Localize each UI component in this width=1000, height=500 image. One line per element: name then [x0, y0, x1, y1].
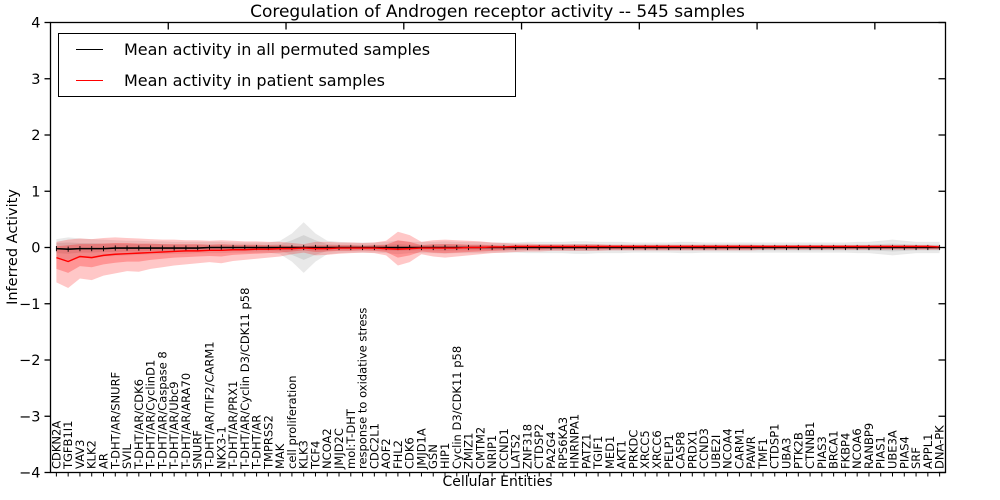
x-tick-label: T-DHT/AR/PRX1 [226, 381, 240, 470]
y-axis-label: Inferred Activity [5, 189, 21, 305]
x-tick-label: CCND1 [497, 428, 511, 469]
x-tick-label: HIP1 [438, 443, 452, 469]
x-tick-label: T-DHT/AR/ARA70 [179, 373, 193, 470]
x-tick-label: UBE2I [709, 435, 723, 469]
x-tick-label: MAK [273, 443, 287, 469]
legend-label-permuted: Mean activity in all permuted samples [124, 40, 431, 60]
x-tick-label: FKBP4 [838, 433, 852, 469]
x-tick-label: BRCA1 [827, 430, 841, 469]
y-tick-label: −2 [19, 353, 40, 369]
x-tick-label: GSN [426, 444, 440, 469]
x-tick-label: T-DHT/AR/CDK6 [132, 379, 146, 470]
x-tick-label: PIAS3 [815, 436, 829, 469]
legend-label-patient: Mean activity in patient samples [124, 70, 385, 90]
x-tick-label: T-DHT/AR/TIF2/CARM1 [202, 341, 216, 470]
x-tick-label: NKX3-1 [214, 426, 228, 469]
x-tick-label: TMF1 [756, 438, 770, 470]
x-tick-label: T-DHT/AR/Cyclin D3/CDK11 p58 [238, 288, 252, 470]
x-tick-label: RANBP9 [862, 423, 876, 469]
y-tick-label: −3 [19, 409, 40, 425]
y-tick-label: 4 [31, 16, 40, 32]
x-tick-label: TCF4 [308, 441, 322, 470]
x-tick-label: RPS6KA3 [556, 417, 570, 469]
y-tick-label: 1 [31, 184, 40, 200]
x-tick-label: Cyclin D3/CDK11 p58 [450, 346, 464, 469]
x-tick-label: CASP8 [674, 432, 688, 469]
x-tick-label: AOF2 [379, 438, 393, 469]
x-tick-label: UBE3A [886, 430, 900, 469]
x-tick-label: PRKDC [626, 430, 640, 469]
x-tick-label: CTNNB1 [803, 422, 817, 469]
y-tick-label: 0 [31, 241, 40, 257]
x-tick-label: SRF [909, 447, 923, 469]
x-tick-label: cell proliferation [285, 375, 299, 469]
y-tick-label: −4 [19, 466, 40, 482]
x-tick-label: CDKN2A [49, 421, 63, 469]
x-tick-label: SNURF [191, 430, 205, 469]
x-tick-label: KLK3 [297, 440, 311, 469]
x-tick-label: DNA-PK [933, 425, 947, 469]
x-tick-label: PATZ1 [579, 434, 593, 469]
permuted-line-swatch [76, 49, 103, 51]
x-tick-label: KLK2 [85, 440, 99, 469]
x-tick-label: UBA3 [780, 438, 794, 470]
x-tick-label: T-DHT/AR/Caspase 8 [155, 351, 169, 470]
x-tick-label: FHL2 [391, 440, 405, 469]
x-tick-label: CCND3 [697, 428, 711, 469]
legend-item-patient: Mean activity in patient samples [59, 65, 515, 95]
x-tick-label: CMTM2 [473, 427, 487, 469]
x-tick-label: AR [96, 453, 110, 469]
x-tick-label: CTDSP2 [532, 424, 546, 469]
patient-line-swatch [76, 79, 103, 81]
x-tick-label: PTK2B [791, 432, 805, 469]
x-tick-label: mol:T-DHT [344, 408, 358, 469]
x-tick-label: NRIP1 [485, 435, 499, 469]
x-tick-label: NCOA2 [320, 428, 334, 469]
x-tick-label: TGIF1 [591, 436, 605, 470]
x-tick-label: JMJD1A [414, 428, 428, 470]
x-tick-label: PIAS1 [874, 436, 888, 469]
x-tick-label: CDC2L1 [367, 423, 381, 469]
x-tick-label: ZNF318 [520, 424, 534, 469]
x-tick-label: TGFB1I1 [61, 421, 75, 470]
y-tick-label: 2 [31, 128, 40, 144]
x-tick-label: MED1 [603, 436, 617, 469]
x-tick-label: PELP1 [662, 434, 676, 469]
x-tick-label: SVIL [120, 443, 134, 469]
x-axis-label: Cellular Entities [442, 474, 553, 490]
x-tick-label: ZMIZ1 [462, 433, 476, 469]
x-tick-label: NCOA6 [850, 428, 864, 469]
x-tick-label: PAWR [744, 436, 758, 469]
x-tick-label: T-DHT/AR/Ubc9 [167, 381, 181, 470]
x-tick-label: T-DHT/AR/CyclinD1 [144, 360, 158, 470]
x-tick-label: T-DHT/AR/SNURF [108, 372, 122, 470]
x-tick-label: JMJD2C [332, 428, 346, 470]
x-tick-label: CDK6 [403, 437, 417, 469]
x-tick-label: XRCC5 [638, 430, 652, 469]
x-tick-label: PIAS4 [897, 436, 911, 469]
x-tick-label: CTDSP1 [768, 424, 782, 469]
x-tick-label: TMPRSS2 [261, 415, 275, 470]
x-tick-label: XRCC6 [650, 430, 664, 469]
x-tick-label: APPL1 [921, 434, 935, 469]
x-tick-label: HNRNPA1 [568, 414, 582, 469]
y-tick-label: −1 [19, 297, 40, 313]
legend: Mean activity in all permuted samples Me… [58, 33, 516, 97]
legend-item-permuted: Mean activity in all permuted samples [59, 35, 515, 65]
chart-title: Coregulation of Androgen receptor activi… [250, 2, 745, 22]
x-tick-label: LATS2 [509, 434, 523, 469]
patient-band-outer [56, 231, 940, 288]
x-tick-label: T-DHT/AR [250, 415, 264, 470]
x-tick-label: VAV3 [73, 440, 87, 469]
x-tick-label: CARM1 [732, 428, 746, 469]
x-tick-label: NCOA4 [721, 428, 735, 469]
x-tick-label: PA2G4 [544, 431, 558, 469]
x-tick-label: PRDX1 [685, 430, 699, 469]
x-tick-label: AKT1 [615, 440, 629, 469]
y-tick-label: 3 [31, 72, 40, 88]
patient-mean-line [56, 245, 940, 263]
x-tick-label: response to oxidative stress [356, 308, 370, 469]
